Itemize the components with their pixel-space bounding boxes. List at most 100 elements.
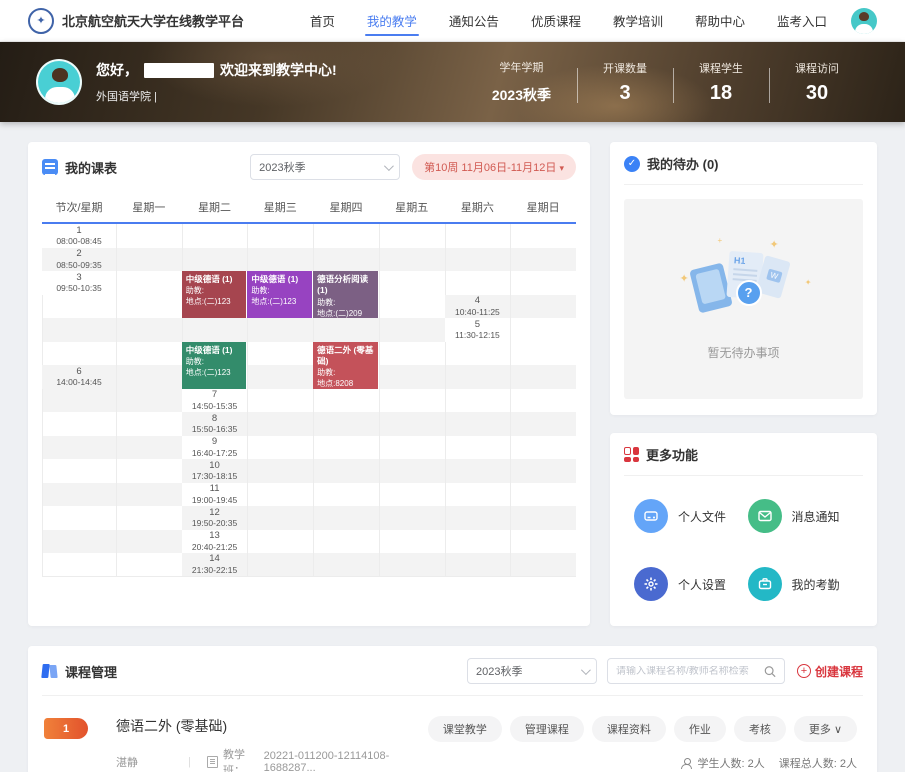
more-item-label: 我的考勤 xyxy=(791,577,840,592)
total-count: 课程总人数: 2人 xyxy=(778,758,857,770)
class-title: 中级德语 (1) xyxy=(185,344,233,355)
timetable-cell xyxy=(313,506,379,530)
stat-value: 3 xyxy=(619,81,631,104)
timetable-cell xyxy=(116,506,182,530)
timetable-col-header: 星期五 xyxy=(378,192,445,224)
timetable-cell xyxy=(313,412,379,436)
timetable-cell xyxy=(42,412,116,436)
header-banner: 您好， 欢迎来到教学中心! 外国语学院 | 学年学期 2023秋季 开课数量 3 课程学… xyxy=(0,42,905,122)
action-button[interactable]: 作业 xyxy=(673,716,726,742)
empty-illustration: ✦ + ✦ ✦ H1 ? xyxy=(680,236,812,328)
class-title: 中级德语 (1) xyxy=(185,274,233,284)
more-title-row: 更多功能 xyxy=(624,445,698,464)
document-icon xyxy=(206,756,218,768)
timetable-cell xyxy=(313,529,379,553)
timetable-cell xyxy=(378,341,445,365)
question-mark-icon: ? xyxy=(735,279,762,306)
course-list: 1 德语二外 (零基础) 湛静 | 教学班： 20221-011200-12114108-… xyxy=(42,696,863,772)
todo-empty-text: 暂无待办事项 xyxy=(707,345,780,360)
timetable-cell xyxy=(247,388,313,412)
mail-icon xyxy=(747,499,782,533)
more-item-mail[interactable]: 消息通知 xyxy=(744,482,858,550)
class-code: 20221-011200-12114108-1688287... xyxy=(263,750,390,772)
more-item-drive[interactable]: 个人文件 xyxy=(630,482,744,550)
class-location: 地点:(二)123 xyxy=(251,297,297,307)
timetable-cell xyxy=(378,388,445,412)
timetable-cell xyxy=(444,341,511,365)
timetable-cell xyxy=(116,482,182,506)
course-term-select[interactable]: 2023秋季 xyxy=(466,658,597,684)
search-icon[interactable] xyxy=(764,665,776,678)
nav-item-3[interactable]: 优质课程 xyxy=(530,15,581,29)
nav-item-0[interactable]: 首页 xyxy=(309,15,335,29)
timetable-cell xyxy=(378,435,445,459)
class-block[interactable]: 中级德语 (1) 助教: 地点:(二)123 xyxy=(247,271,313,318)
timetable-cell xyxy=(444,388,511,412)
course-stats: 学生人数: 2人 课程总人数: 2人 xyxy=(680,755,857,771)
timetable-cell xyxy=(378,412,445,436)
timetable-col-header: 星期四 xyxy=(313,192,379,224)
book-illustration xyxy=(688,262,733,313)
class-assistant: 助教: xyxy=(185,286,204,296)
action-button[interactable]: 课堂教学 xyxy=(427,716,502,742)
nav-item-4[interactable]: 教学培训 xyxy=(612,15,663,29)
timetable-cell xyxy=(181,247,248,271)
person-icon xyxy=(680,757,692,769)
todo-empty-state: ✦ + ✦ ✦ H1 ? 暂无待办事项 xyxy=(624,199,863,399)
timetable-cell xyxy=(116,365,182,389)
action-button[interactable]: 考核 xyxy=(733,716,786,742)
user-avatar[interactable] xyxy=(851,7,877,34)
timetable-cell xyxy=(444,459,511,483)
course-index-badge: 1 xyxy=(44,718,88,739)
class-assistant: 助教: xyxy=(185,356,204,366)
class-title: 德语分析阅读 (1) xyxy=(317,274,369,296)
nav-item-2[interactable]: 通知公告 xyxy=(448,15,499,29)
create-course-button[interactable]: + 创建课程 xyxy=(796,663,863,680)
timetable-cell xyxy=(510,412,576,436)
timetable-cell xyxy=(444,506,511,530)
timetable-cell xyxy=(313,553,379,576)
timetable-cell xyxy=(378,506,445,530)
timetable-cell xyxy=(510,341,576,365)
course-search-input[interactable] xyxy=(615,665,764,677)
department-label: 外国语学院 | xyxy=(96,91,157,103)
grid-icon xyxy=(624,447,639,462)
stat-3: 课程访问 30 xyxy=(769,60,865,105)
nav-item-6[interactable]: 监考入口 xyxy=(776,15,827,29)
class-prefix-label: 教学班： xyxy=(222,749,245,772)
class-block[interactable]: 德语分析阅读 (1) 助教: 地点:(二)209 xyxy=(313,271,378,318)
period-label: 1 08:00-08:45 xyxy=(56,224,102,247)
stat-2: 课程学生 18 xyxy=(673,60,769,105)
timetable-col-header: 星期三 xyxy=(247,192,314,224)
timetable-cell xyxy=(42,506,116,530)
timetable-cell xyxy=(378,365,445,389)
course-title[interactable]: 德语二外 (零基础) xyxy=(116,718,228,734)
nav-item-1[interactable]: 我的教学 xyxy=(364,0,419,42)
timetable-cell xyxy=(42,341,116,365)
term-select[interactable]: 2023秋季 xyxy=(250,154,401,180)
sparkle-icon: ✦ xyxy=(679,272,689,285)
class-block[interactable]: 德语二外 (零基础) 助教: 地点:8208 xyxy=(313,341,378,389)
timetable-cell xyxy=(510,318,576,342)
course-search-box xyxy=(606,658,785,684)
redacted-username xyxy=(144,62,214,78)
stat-label: 学年学期 xyxy=(499,62,544,74)
timetable-cell xyxy=(247,365,314,389)
timetable-col-header: 星期六 xyxy=(444,192,511,224)
action-button[interactable]: 更多 ∨ xyxy=(793,716,857,742)
class-block[interactable]: 中级德语 (1) 助教: 地点:(二)123 xyxy=(181,341,247,389)
class-block[interactable]: 中级德语 (1) 助教: 地点:(二)123 xyxy=(181,271,247,318)
action-button[interactable]: 课程资料 xyxy=(591,716,666,742)
period-label: 2 08:50-09:35 xyxy=(42,247,116,271)
calendar-icon xyxy=(42,159,58,176)
nav-item-5[interactable]: 帮助中心 xyxy=(694,15,745,29)
action-button[interactable]: 管理课程 xyxy=(509,716,584,742)
timetable-cell xyxy=(510,482,576,506)
more-item-gear[interactable]: 个人设置 xyxy=(630,550,744,618)
meta-divider: | xyxy=(188,756,191,768)
greeting-block: 您好， 欢迎来到教学中心! 外国语学院 | xyxy=(96,60,337,104)
todo-title-row: ✓ 我的待办 (0) xyxy=(624,154,719,173)
more-item-attendance[interactable]: 我的考勤 xyxy=(744,550,858,618)
stat-1: 开课数量 3 xyxy=(577,60,673,105)
week-selector[interactable]: 第10周 11月06日-11月12日 ▾ xyxy=(412,154,576,180)
